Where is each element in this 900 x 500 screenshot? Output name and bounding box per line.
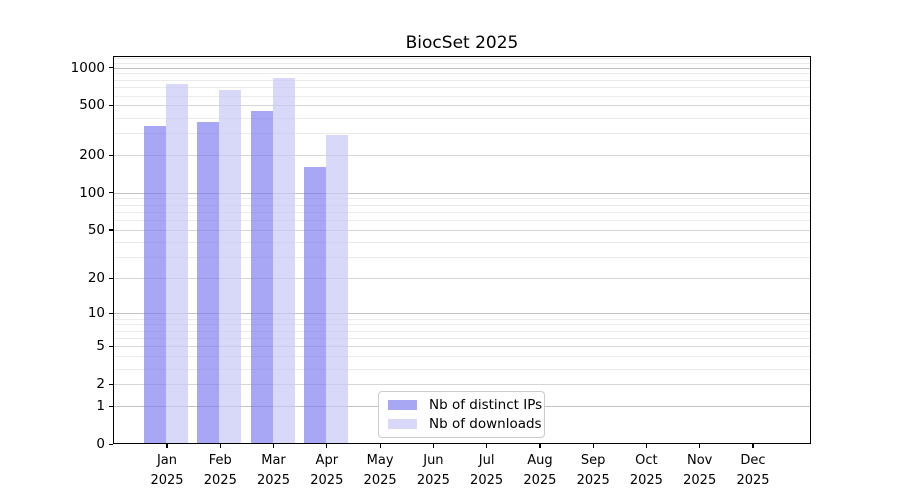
legend-swatch-distinct-ips [388, 399, 417, 410]
x-tick-mark [699, 444, 701, 448]
minor-gridline [113, 324, 811, 326]
y-tick-label: 1 [96, 398, 105, 415]
major-gridline [113, 192, 811, 194]
y-tick-label: 0 [96, 436, 105, 452]
minor-gridline [113, 133, 811, 135]
y-tick-label: 5 [96, 338, 105, 355]
y-tick-mark [108, 312, 113, 315]
x-tick-mark [539, 444, 541, 448]
y-tick-mark [108, 67, 113, 69]
y-tick-mark [108, 345, 113, 348]
minor-gridline [113, 330, 811, 332]
bar-distinct-ips [144, 125, 166, 444]
x-tick-mark [166, 444, 168, 448]
major-gridline [113, 313, 811, 315]
minor-gridline [113, 318, 811, 320]
y-tick-mark [108, 104, 113, 107]
x-tick-label: Aug 2025 [523, 453, 557, 488]
x-tick-label: Feb 2025 [203, 453, 237, 488]
minor-gridline [113, 57, 811, 59]
x-tick-label: Jul 2025 [470, 453, 504, 488]
x-tick-label: May 2025 [363, 453, 397, 488]
minor-gridline [113, 241, 811, 243]
bar-downloads [325, 135, 348, 444]
y-tick-mark [108, 277, 113, 279]
legend-swatch-downloads [388, 419, 417, 430]
minor-gridline [113, 211, 811, 213]
y-tick-label: 100 [79, 184, 105, 201]
bar-downloads [166, 83, 188, 444]
minor-gridline [113, 95, 811, 97]
minor-gridline [113, 198, 811, 200]
x-tick-label: Jun 2025 [416, 453, 450, 488]
minor-gridline [113, 338, 811, 339]
y-tick-label: 1000 [70, 59, 105, 76]
x-tick-mark [432, 444, 435, 448]
major-gridline [113, 155, 811, 157]
x-tick-mark [592, 444, 594, 448]
minor-gridline [113, 87, 811, 89]
major-gridline [113, 346, 811, 348]
major-gridline [113, 105, 811, 107]
legend-label-downloads: Nb of downloads [429, 416, 542, 433]
bar-distinct-ips [250, 110, 273, 444]
legend-item-distinct-ips: Nb of distinct IPs [388, 395, 542, 415]
y-tick-label: 10 [87, 305, 105, 322]
bar-distinct-ips [197, 121, 220, 444]
major-gridline [113, 67, 811, 69]
minor-gridline [113, 257, 811, 258]
bar-distinct-ips [303, 166, 326, 444]
y-tick-mark [108, 383, 113, 385]
y-tick-label: 500 [79, 97, 105, 114]
major-gridline [113, 384, 811, 386]
minor-gridline [113, 368, 811, 370]
minor-gridline [113, 356, 811, 358]
legend: Nb of distinct IPs Nb of downloads [378, 391, 545, 438]
bar-downloads [272, 77, 295, 444]
legend-label-distinct-ips: Nb of distinct IPs [429, 396, 543, 413]
x-tick-label: Mar 2025 [256, 453, 291, 488]
x-tick-mark [486, 444, 488, 448]
minor-gridline [113, 204, 811, 206]
minor-gridline [113, 117, 811, 119]
y-tick-label: 200 [79, 147, 105, 164]
y-tick-mark [108, 405, 113, 407]
major-gridline [113, 229, 811, 231]
x-tick-mark [752, 444, 754, 448]
minor-gridline [113, 62, 811, 64]
x-tick-label: Oct 2025 [629, 453, 663, 488]
x-tick-mark [272, 444, 275, 448]
y-tick-label: 2 [96, 376, 105, 393]
y-tick-mark [108, 229, 113, 231]
y-tick-mark [108, 192, 113, 194]
x-tick-label: Sep 2025 [576, 453, 610, 488]
x-tick-mark [219, 444, 221, 448]
y-tick-label: 50 [87, 221, 105, 238]
minor-gridline [113, 73, 811, 75]
legend-item-downloads: Nb of downloads [388, 415, 542, 435]
x-tick-mark [645, 444, 648, 448]
x-tick-label: Dec 2025 [736, 453, 770, 488]
x-tick-mark [379, 444, 381, 448]
x-tick-label: Nov 2025 [683, 453, 717, 488]
bar-downloads [219, 89, 242, 444]
major-gridline [113, 278, 811, 280]
x-tick-label: Jan 2025 [150, 453, 184, 488]
y-tick-mark [108, 443, 113, 445]
x-tick-label: Apr 2025 [310, 453, 344, 488]
minor-gridline [113, 79, 811, 81]
minor-gridline [113, 220, 811, 222]
x-tick-mark [326, 444, 328, 448]
y-tick-label: 20 [87, 270, 105, 287]
y-tick-mark [108, 154, 113, 156]
chart-title: BiocSet 2025 [405, 33, 519, 53]
